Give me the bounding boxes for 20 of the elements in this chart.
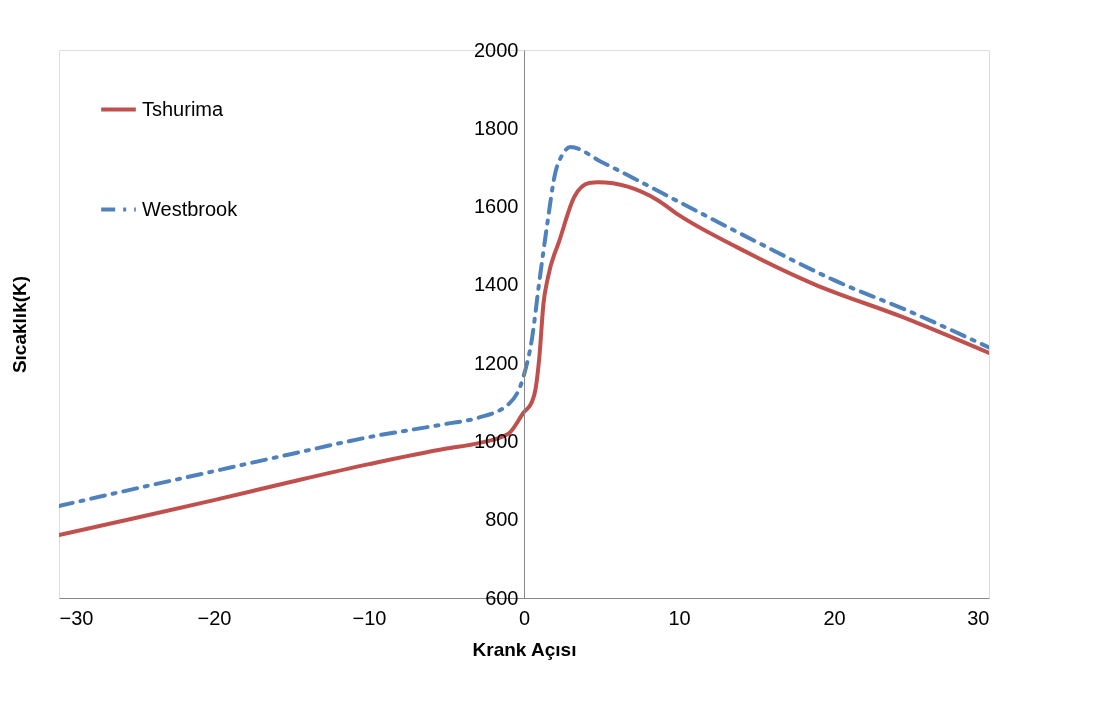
y-tick-label: 1400 (474, 273, 519, 296)
x-tick-label: 0 (518, 606, 531, 629)
x-tick-label: −30 (59, 606, 94, 629)
y-tick-label: 1800 (474, 116, 519, 139)
x-axis-title: Krank Açısı (472, 638, 577, 660)
legend-label: Tshurima (142, 97, 225, 120)
line-series (59, 180, 989, 537)
y-tick-label: 600 (485, 586, 519, 609)
y-tick-label: 1200 (474, 351, 519, 374)
y-tick-label: 1600 (474, 195, 519, 218)
x-tick-label: −20 (197, 606, 232, 629)
x-tick-label: 20 (823, 606, 846, 629)
y-tick-label: 800 (485, 508, 519, 531)
line-series (59, 145, 989, 509)
x-tick-label: 10 (668, 606, 691, 629)
x-tick-label: −10 (352, 606, 387, 629)
y-axis-title: Sıcaklık(K) (8, 275, 30, 374)
y-tick-label: 2000 (474, 38, 519, 61)
x-tick-label: 30 (967, 606, 990, 629)
legend-label: Westbrook (142, 197, 239, 220)
